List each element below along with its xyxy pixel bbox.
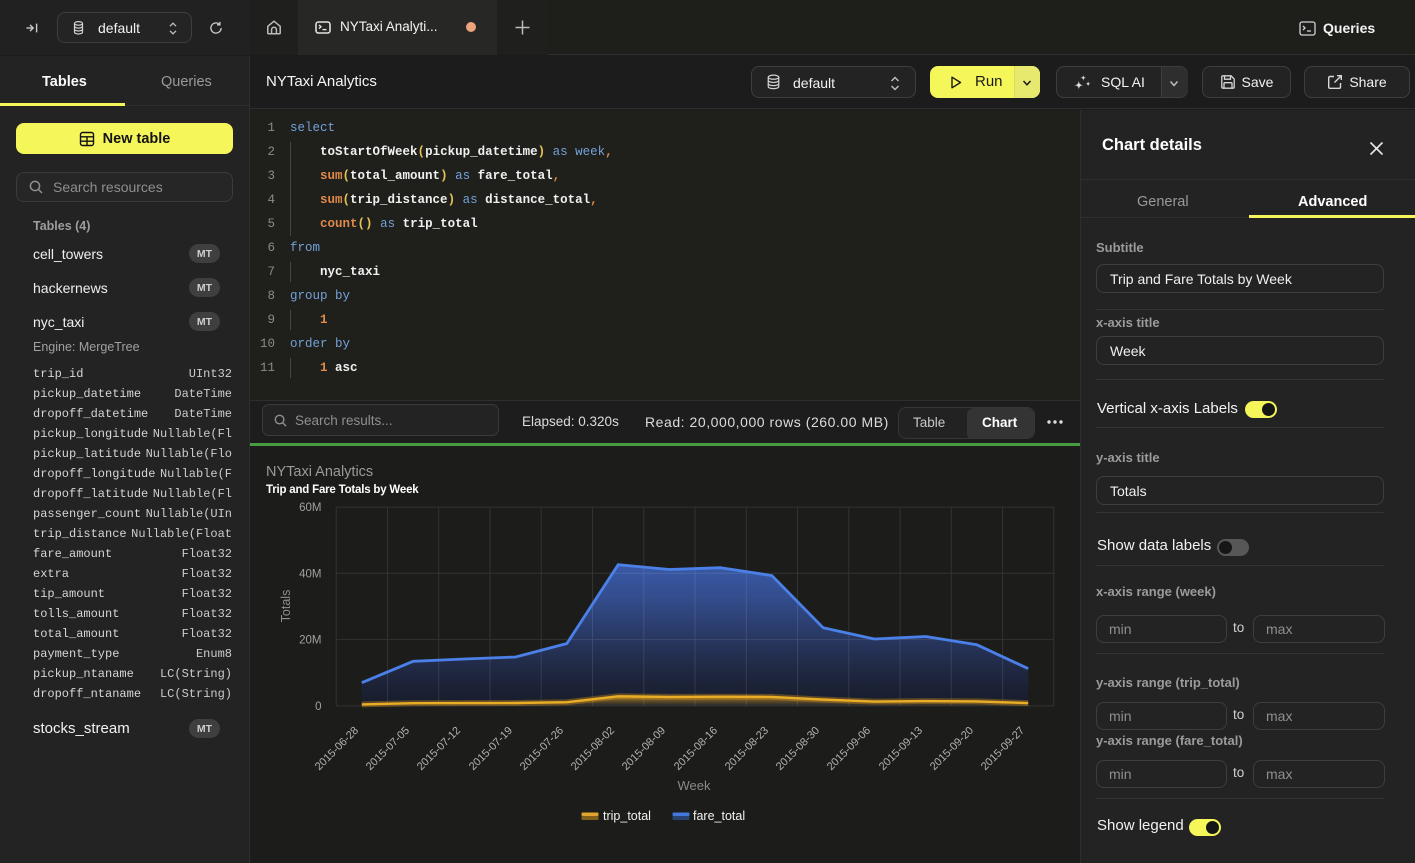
svg-text:0: 0 [315,701,321,713]
svg-text:trip_total: trip_total [603,809,651,823]
svg-text:NYTaxi Analytics: NYTaxi Analytics [266,464,373,480]
svg-text:2015-07-12: 2015-07-12 [415,725,463,773]
svg-text:2015-08-02: 2015-08-02 [569,725,617,773]
svg-text:40M: 40M [299,568,321,580]
svg-text:2015-08-23: 2015-08-23 [723,725,771,773]
svg-text:60M: 60M [299,502,321,514]
svg-text:Week: Week [678,778,711,793]
svg-text:2015-08-16: 2015-08-16 [672,725,720,773]
svg-text:2015-09-06: 2015-09-06 [825,725,873,773]
svg-text:2015-07-26: 2015-07-26 [518,725,566,773]
svg-text:2015-08-30: 2015-08-30 [774,725,822,773]
svg-text:2015-09-20: 2015-09-20 [928,725,976,773]
svg-text:2015-06-28: 2015-06-28 [313,725,361,773]
svg-text:2015-09-27: 2015-09-27 [979,725,1027,773]
svg-text:2015-09-13: 2015-09-13 [877,725,925,773]
svg-text:fare_total: fare_total [693,809,745,823]
svg-text:Totals: Totals [279,590,293,623]
svg-text:20M: 20M [299,635,321,647]
svg-text:2015-08-09: 2015-08-09 [620,725,668,773]
svg-text:2015-07-19: 2015-07-19 [467,725,515,773]
svg-text:Trip and Fare Totals by Week: Trip and Fare Totals by Week [266,484,419,496]
svg-text:2015-07-05: 2015-07-05 [364,725,412,773]
